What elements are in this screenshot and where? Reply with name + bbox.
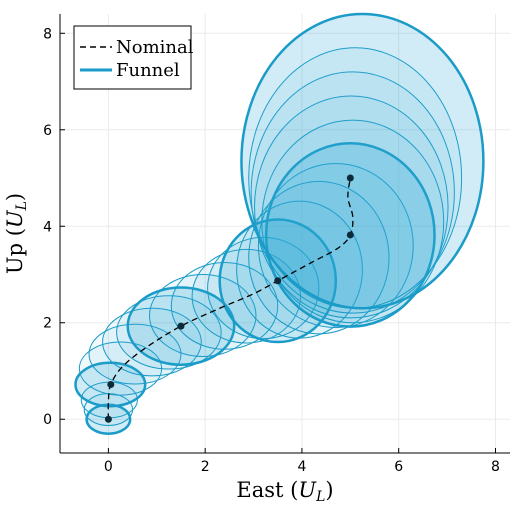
legend-nominal-label: Nominal bbox=[116, 37, 194, 58]
y-tick-label: 0 bbox=[43, 412, 52, 428]
nominal-trajectory bbox=[104, 174, 354, 423]
waypoint-marker bbox=[274, 277, 282, 285]
x-tick-label: 8 bbox=[491, 459, 500, 475]
axes bbox=[59, 14, 510, 454]
y-tick-label: 8 bbox=[43, 26, 52, 42]
x-tick-label: 2 bbox=[201, 459, 210, 475]
y-axis-title: Up (UL) bbox=[3, 193, 30, 274]
waypoint-marker bbox=[107, 380, 115, 388]
x-tick-label: 6 bbox=[394, 459, 403, 475]
y-tick-label: 2 bbox=[43, 316, 52, 332]
x-axis-unit-base: U bbox=[298, 478, 317, 502]
legend: Nominal Funnel bbox=[73, 25, 194, 90]
y-axis-unit-sub: L bbox=[14, 201, 30, 211]
funnel-ellipse bbox=[248, 180, 390, 335]
y-axis-unit-base: U bbox=[3, 209, 27, 228]
tick-labels: 0 2 4 6 8 0 2 4 6 8 bbox=[43, 26, 500, 475]
grid bbox=[60, 14, 510, 453]
y-axis-title-main: Up bbox=[3, 243, 27, 274]
x-axis-title: East (UL) bbox=[236, 478, 333, 505]
funnel-ellipse bbox=[250, 71, 455, 314]
waypoint-marker bbox=[104, 415, 112, 423]
y-tick-label: 4 bbox=[43, 219, 52, 235]
x-axis-unit-sub: L bbox=[315, 489, 325, 505]
legend-funnel-label: Funnel bbox=[116, 60, 180, 81]
waypoint-marker bbox=[177, 322, 185, 330]
x-axis-title-main: East bbox=[236, 478, 284, 502]
funnel-ellipses bbox=[74, 12, 485, 435]
funnel-ellipse bbox=[254, 95, 449, 319]
x-tick-label: 0 bbox=[104, 459, 113, 475]
nominal-line bbox=[107, 177, 354, 420]
waypoint-marker bbox=[346, 174, 354, 182]
funnel-ellipse-waypoint bbox=[240, 12, 485, 310]
y-tick-label: 6 bbox=[43, 123, 52, 139]
waypoint-marker bbox=[346, 231, 354, 239]
legend-box bbox=[73, 25, 192, 90]
x-tick-label: 4 bbox=[297, 459, 306, 475]
